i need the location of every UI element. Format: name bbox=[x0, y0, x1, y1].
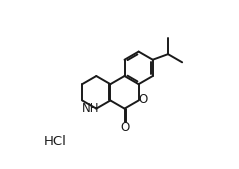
Text: NH: NH bbox=[82, 102, 100, 115]
Text: O: O bbox=[138, 93, 147, 106]
Text: HCl: HCl bbox=[44, 135, 67, 148]
Text: O: O bbox=[120, 121, 129, 134]
